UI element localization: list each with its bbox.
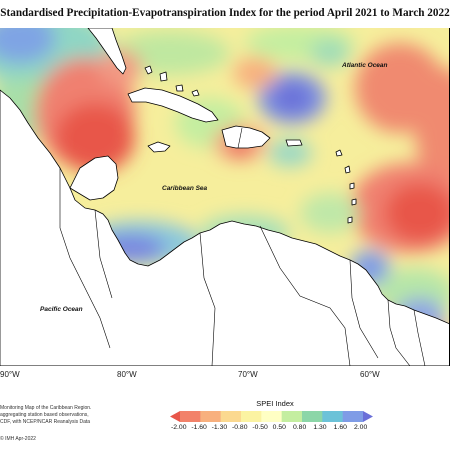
legend-tick-label: -2.00 bbox=[171, 424, 187, 431]
legend-swatch-max-arrow bbox=[363, 411, 373, 422]
legend-swatch bbox=[220, 411, 242, 422]
longitude-label-90w: 90°W bbox=[0, 370, 20, 379]
legend-tick-label: -1.60 bbox=[191, 424, 207, 431]
legend-colorbar bbox=[170, 411, 373, 422]
map-title: Standardised Precipitation-Evapotranspir… bbox=[0, 7, 450, 19]
legend-tick-label: 0.80 bbox=[293, 424, 307, 431]
legend-tick-label: 1.30 bbox=[313, 424, 327, 431]
legend-swatch bbox=[180, 411, 201, 422]
credit-line-2: aggregating station based observations, bbox=[0, 412, 89, 418]
legend-tick-label: 0.50 bbox=[272, 424, 286, 431]
legend-swatch bbox=[200, 411, 221, 422]
legend-title: SPEI Index bbox=[256, 399, 294, 408]
legend-tick-label: 1.60 bbox=[333, 424, 347, 431]
credit-copyright: © IMH Apr-2022 bbox=[0, 436, 36, 442]
spei-map bbox=[0, 28, 450, 366]
longitude-label-60w: 60°W bbox=[360, 370, 380, 379]
longitude-label-70w: 70°W bbox=[238, 370, 258, 379]
longitude-label-80w: 80°W bbox=[117, 370, 137, 379]
legend-swatch-min-arrow bbox=[170, 411, 180, 422]
legend-swatch bbox=[302, 411, 323, 422]
pacific-ocean-label: Pacific Ocean bbox=[40, 306, 83, 313]
legend-tick-label: -0.80 bbox=[232, 424, 248, 431]
legend-swatch bbox=[322, 411, 343, 422]
credit-line-1: Monitoring Map of the Caribbean Region. bbox=[0, 405, 92, 411]
legend-tick-label: -1.30 bbox=[211, 424, 228, 431]
legend-swatch bbox=[241, 411, 262, 422]
legend-swatch bbox=[342, 411, 364, 422]
legend-tick-label: 2.00 bbox=[354, 424, 368, 431]
atlantic-ocean-label: Atlantic Ocean bbox=[342, 62, 388, 69]
legend-tick-label: -0.50 bbox=[252, 424, 268, 431]
legend-swatch bbox=[261, 411, 282, 422]
legend-swatch bbox=[281, 411, 303, 422]
credit-line-3: CDF, with NCEP/NCAR Reanalysis Data bbox=[0, 419, 91, 425]
caribbean-sea-label: Caribbean Sea bbox=[162, 185, 208, 192]
